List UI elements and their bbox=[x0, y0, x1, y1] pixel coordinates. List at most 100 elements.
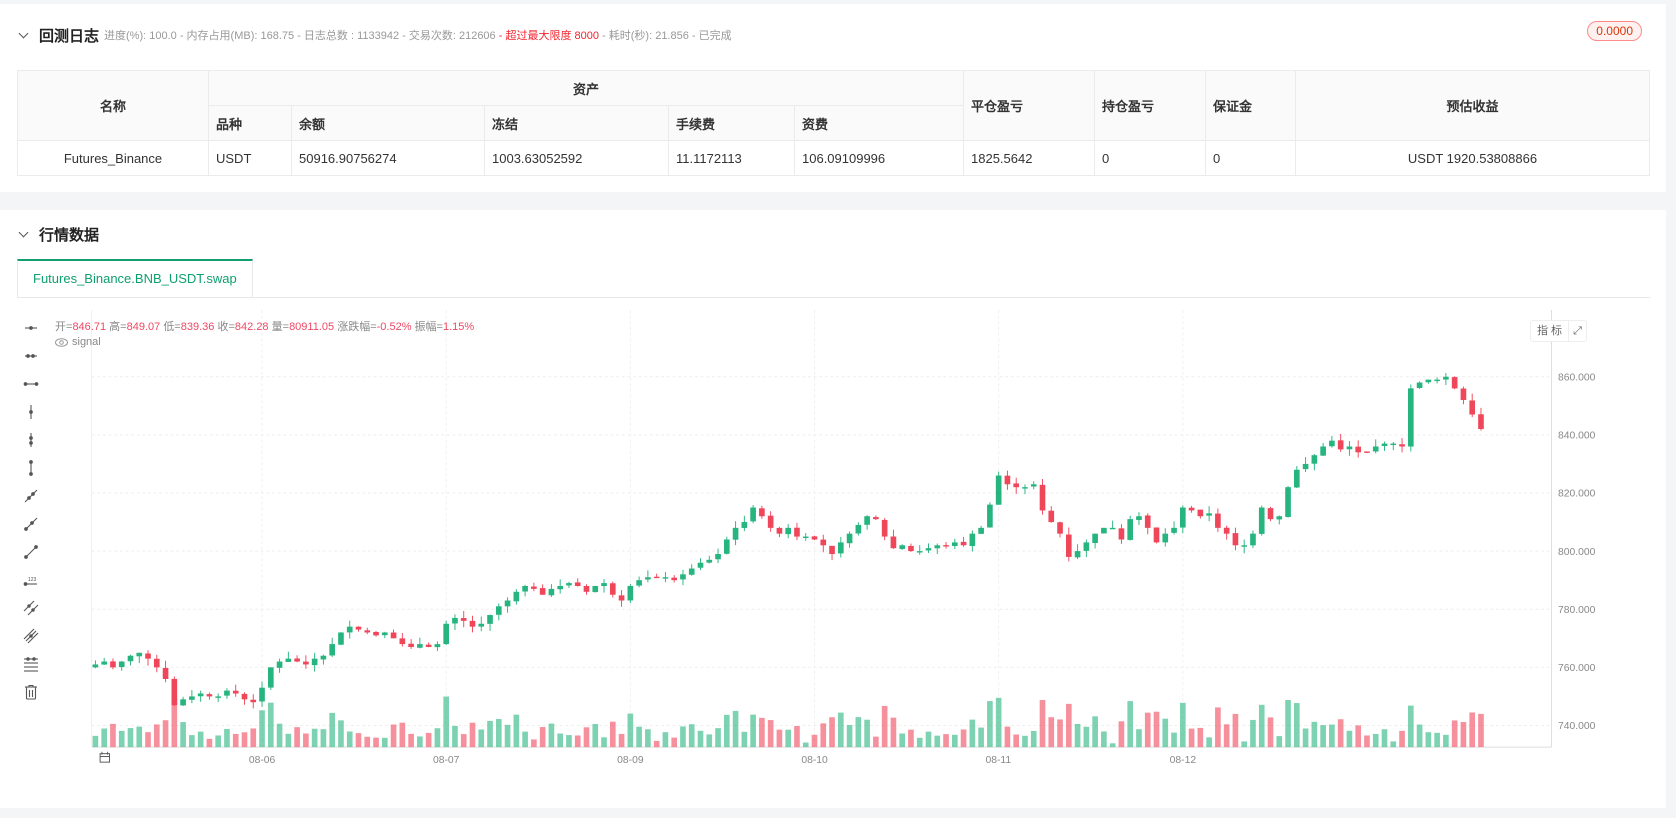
volume-bar bbox=[1118, 721, 1125, 748]
multi-line-icon[interactable] bbox=[17, 622, 45, 650]
candle-body bbox=[1443, 376, 1449, 380]
backtest-stats: 进度(%): 100.0 - 内存占用(MB): 168.75 - 日志总数 :… bbox=[104, 26, 732, 44]
volume-bar bbox=[346, 731, 353, 748]
volume-bar bbox=[925, 731, 932, 748]
delete-icon[interactable] bbox=[17, 678, 45, 706]
candle-body bbox=[250, 699, 257, 703]
candle-body bbox=[1434, 379, 1440, 382]
volume-bar bbox=[1109, 743, 1116, 748]
change-value: -0.52% bbox=[376, 321, 412, 333]
fibonacci-icon[interactable] bbox=[17, 650, 45, 678]
ohlc-legend: 开=846.71 高=849.07 低=839.36 收=842.28 量=80… bbox=[55, 318, 474, 334]
candle-body bbox=[925, 548, 932, 551]
price-line-icon[interactable]: 123 bbox=[17, 566, 45, 594]
volume-bar bbox=[943, 734, 949, 748]
volume-bar bbox=[1022, 735, 1028, 748]
indicator-button[interactable]: 指 标 bbox=[1537, 325, 1563, 337]
volume-bar bbox=[662, 732, 669, 748]
trend-ray-icon[interactable] bbox=[17, 482, 45, 510]
volume-bar bbox=[539, 727, 546, 748]
volume-bar bbox=[1337, 719, 1344, 748]
volume-bar bbox=[759, 717, 765, 748]
volume-bar bbox=[110, 723, 116, 748]
candle-body bbox=[145, 653, 151, 659]
candle-body bbox=[153, 658, 160, 668]
chevron-down-icon[interactable] bbox=[17, 227, 31, 241]
volume-bar bbox=[1267, 717, 1274, 748]
candle-body bbox=[881, 519, 888, 537]
volume-bar bbox=[1144, 712, 1151, 748]
volume-bar bbox=[1223, 724, 1230, 748]
volume-bar bbox=[1460, 722, 1467, 748]
candle-body bbox=[794, 527, 800, 537]
vertical-ray-icon[interactable] bbox=[17, 398, 45, 426]
candle-body bbox=[478, 623, 485, 627]
horizontal-segment-icon[interactable] bbox=[17, 342, 45, 370]
candle-body bbox=[960, 541, 967, 546]
indicator-controls: 指 标 ⤢ bbox=[1530, 320, 1587, 342]
candle-body bbox=[750, 507, 756, 522]
fullscreen-icon[interactable]: ⤢ bbox=[1568, 321, 1586, 341]
horizontal-line-icon[interactable] bbox=[17, 370, 45, 398]
cell-frozen: 1003.63052592 bbox=[484, 140, 669, 176]
eye-icon[interactable] bbox=[55, 337, 68, 347]
candle-body bbox=[487, 615, 493, 624]
candle-body bbox=[680, 574, 686, 580]
candle-body bbox=[1320, 446, 1326, 456]
log-panel-title: 回测日志 bbox=[39, 27, 100, 45]
cell-balance: 50916.90756274 bbox=[291, 140, 485, 176]
parallel-channel-icon[interactable] bbox=[17, 594, 45, 622]
chevron-down-icon[interactable] bbox=[17, 28, 31, 42]
candle-body bbox=[1004, 475, 1011, 485]
volume-bar bbox=[1250, 719, 1256, 748]
candle-body bbox=[1065, 534, 1072, 557]
candle-body bbox=[1311, 455, 1318, 464]
volume-bar bbox=[1311, 721, 1318, 748]
volume-bar bbox=[215, 735, 222, 748]
volume-bar bbox=[1241, 741, 1248, 748]
close-label: 收= bbox=[217, 321, 235, 333]
volume-bar bbox=[1469, 712, 1476, 748]
trend-line-icon[interactable] bbox=[17, 538, 45, 566]
candle-body bbox=[390, 632, 397, 639]
candle-body bbox=[1469, 400, 1476, 415]
volume-bar bbox=[1346, 730, 1353, 748]
volume-bar bbox=[916, 737, 923, 748]
volume-bar bbox=[837, 712, 844, 748]
candle-body bbox=[197, 693, 204, 697]
cell-margin: 0 bbox=[1205, 140, 1296, 176]
volume-bar bbox=[802, 742, 809, 748]
candle-body bbox=[92, 664, 99, 668]
volume-bar bbox=[259, 710, 265, 748]
volume-bar bbox=[338, 720, 344, 748]
log-panel-header[interactable]: 回测日志 进度(%): 100.0 - 内存占用(MB): 168.75 - 日… bbox=[17, 23, 732, 47]
vertical-line-icon[interactable] bbox=[17, 454, 45, 482]
x-tick-label: 08-09 bbox=[617, 755, 644, 766]
candle-body bbox=[364, 630, 371, 633]
volume-bar bbox=[1074, 723, 1081, 748]
volume-bar bbox=[303, 733, 309, 748]
candle-body bbox=[1399, 444, 1405, 447]
volume-bar bbox=[1416, 724, 1423, 748]
signal-indicator[interactable]: signal bbox=[55, 336, 101, 348]
candlestick-chart[interactable]: 740.000 760.000 780.000 800.000 820.000 840.0… bbox=[45, 310, 1600, 780]
candle-body bbox=[741, 522, 748, 528]
volume-bar bbox=[671, 737, 678, 748]
volume-bar bbox=[1162, 718, 1169, 748]
market-panel-header[interactable]: 行情数据 bbox=[17, 222, 104, 246]
trend-segment-icon[interactable] bbox=[17, 510, 45, 538]
horizontal-ray-icon[interactable] bbox=[17, 314, 45, 342]
table-row: Futures_Binance USDT 50916.90756274 1003… bbox=[17, 140, 1650, 176]
candle-body bbox=[715, 554, 721, 560]
tab-bnb-usdt-swap[interactable]: Futures_Binance.BNB_USDT.swap bbox=[17, 259, 253, 297]
candle-body bbox=[899, 545, 906, 549]
candle-body bbox=[417, 644, 423, 648]
drawing-toolbar: 123 bbox=[17, 314, 45, 706]
vertical-segment-icon[interactable] bbox=[17, 426, 45, 454]
candle-body bbox=[802, 536, 809, 538]
candle-body bbox=[189, 696, 195, 700]
col-close-pnl: 平仓盈亏 bbox=[963, 70, 1095, 141]
candle-body bbox=[987, 504, 993, 528]
volume-bar bbox=[1101, 731, 1107, 748]
calendar-icon[interactable] bbox=[99, 751, 110, 763]
